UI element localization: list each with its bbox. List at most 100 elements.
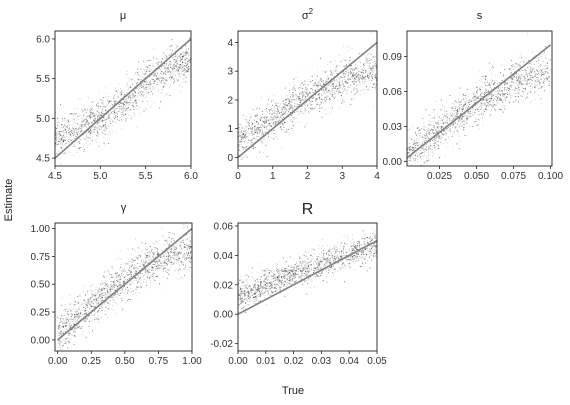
data-point	[474, 95, 475, 96]
data-point	[261, 133, 262, 134]
data-point	[163, 53, 164, 54]
data-point	[294, 118, 295, 119]
data-point	[353, 89, 354, 90]
data-point	[291, 104, 292, 105]
data-point	[276, 137, 277, 138]
data-point	[540, 99, 541, 100]
data-point	[465, 95, 466, 96]
data-point	[161, 92, 162, 93]
data-point	[321, 90, 322, 91]
data-point	[319, 97, 320, 98]
data-point	[114, 102, 115, 103]
data-point	[126, 98, 127, 99]
data-point	[417, 156, 418, 157]
data-point	[178, 273, 179, 274]
data-point	[262, 131, 263, 132]
data-point	[146, 257, 147, 258]
data-point	[467, 118, 468, 119]
data-point	[163, 65, 164, 66]
data-point	[100, 106, 101, 107]
data-point	[335, 70, 336, 71]
data-point	[413, 147, 414, 148]
data-point	[275, 117, 276, 118]
data-point	[84, 139, 85, 140]
data-point	[461, 104, 462, 105]
data-point	[414, 160, 415, 161]
data-point	[254, 137, 255, 138]
data-point	[437, 137, 438, 138]
data-point	[409, 147, 410, 148]
data-point	[136, 100, 137, 101]
data-point	[58, 329, 59, 330]
data-point	[338, 87, 339, 88]
data-point	[514, 69, 515, 70]
data-point	[300, 122, 301, 123]
panel-title-superscript: 2	[309, 7, 314, 16]
data-point	[168, 258, 169, 259]
data-point	[538, 88, 539, 89]
data-point	[94, 132, 95, 133]
data-point	[282, 101, 283, 102]
data-point	[333, 97, 334, 98]
data-point	[187, 63, 188, 64]
data-point	[429, 145, 430, 146]
data-point	[414, 140, 415, 141]
data-point	[283, 127, 284, 128]
data-point	[483, 109, 484, 110]
data-point	[134, 101, 135, 102]
data-point	[442, 105, 443, 106]
data-point	[415, 132, 416, 133]
data-point	[518, 64, 519, 65]
data-point	[80, 124, 81, 125]
data-point	[81, 126, 82, 127]
data-point	[354, 83, 355, 84]
data-point	[353, 84, 354, 85]
data-point	[105, 129, 106, 130]
data-point	[263, 134, 264, 135]
data-point	[344, 88, 345, 89]
x-tick-label: 1	[270, 171, 276, 182]
data-point	[128, 299, 129, 300]
data-point	[264, 118, 265, 119]
data-point	[85, 109, 86, 110]
data-point	[83, 309, 84, 310]
data-point	[439, 138, 440, 139]
data-point	[243, 138, 244, 139]
data-point	[276, 114, 277, 115]
data-point	[344, 65, 345, 66]
data-point	[318, 85, 319, 86]
data-point	[275, 123, 276, 124]
data-point	[526, 80, 527, 81]
data-point	[119, 108, 120, 109]
data-point	[72, 139, 73, 140]
data-point	[375, 84, 376, 85]
data-point	[412, 158, 413, 159]
data-point	[101, 102, 102, 103]
data-point	[481, 96, 482, 97]
data-point	[87, 124, 88, 125]
data-point	[312, 108, 313, 109]
data-point	[480, 86, 481, 87]
data-point	[190, 241, 191, 242]
data-point	[78, 99, 79, 100]
data-point	[170, 67, 171, 68]
data-point	[79, 115, 80, 116]
data-point	[174, 64, 175, 65]
data-point	[408, 142, 409, 143]
data-point	[543, 77, 544, 78]
data-point	[446, 147, 447, 148]
data-point	[78, 126, 79, 127]
data-point	[74, 146, 75, 147]
data-point	[530, 66, 531, 67]
data-point	[296, 95, 297, 96]
data-point	[301, 83, 302, 84]
data-point	[549, 85, 550, 86]
data-point	[145, 87, 146, 88]
data-point	[544, 66, 545, 67]
data-point	[188, 66, 189, 67]
data-point	[140, 76, 141, 77]
data-point	[525, 71, 526, 72]
data-point	[154, 244, 155, 245]
data-point	[539, 55, 540, 56]
data-point	[142, 87, 143, 88]
